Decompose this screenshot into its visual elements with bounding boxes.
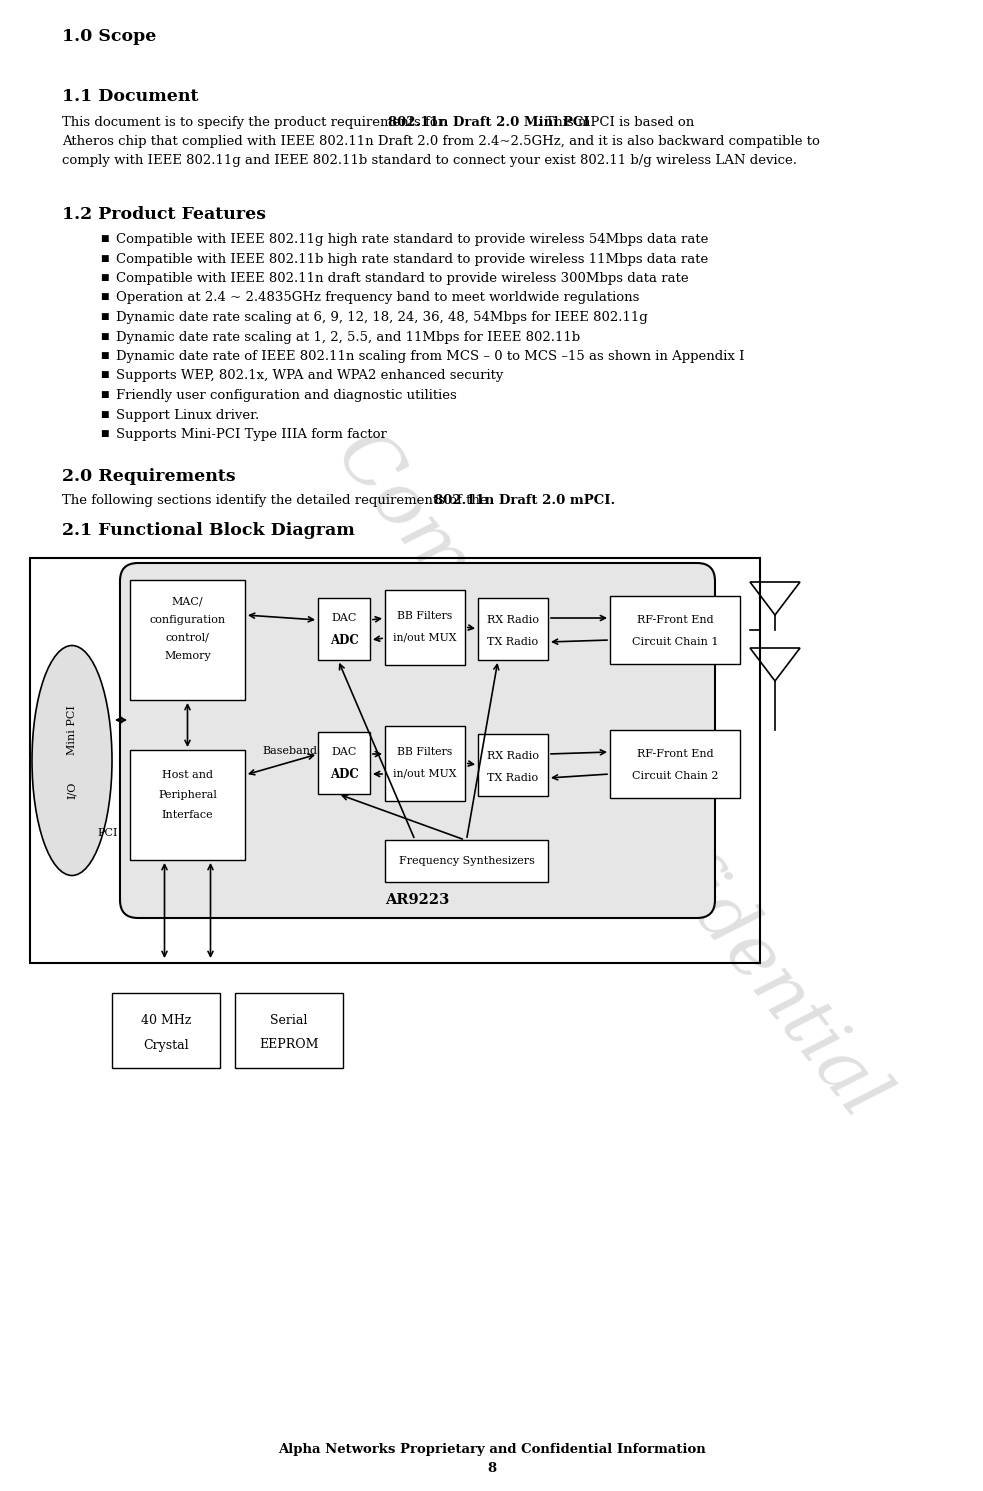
Text: Mini PCI: Mini PCI [67, 705, 77, 756]
Bar [318, 598, 370, 661]
Text: Frequency Synthesizers: Frequency Synthesizers [398, 856, 535, 866]
Text: Interface: Interface [161, 810, 213, 820]
Text: in/out MUX: in/out MUX [393, 634, 457, 643]
Text: 1.0 Scope: 1.0 Scope [62, 28, 156, 45]
Text: BB Filters: BB Filters [397, 611, 452, 620]
Bar [385, 726, 465, 801]
Text: ■: ■ [100, 292, 108, 301]
Text: in/out MUX: in/out MUX [393, 769, 457, 778]
Text: . This mPCI is based on: . This mPCI is based on [537, 116, 694, 130]
Text: EEPROM: EEPROM [260, 1039, 318, 1051]
Text: Crystal: Crystal [144, 1039, 189, 1051]
Text: Compatible with IEEE 802.11g high rate standard to provide wireless 54Mbps data : Compatible with IEEE 802.11g high rate s… [116, 233, 709, 246]
Text: 2.1 Functional Block Diagram: 2.1 Functional Block Diagram [62, 522, 355, 540]
Text: 1.1 Document: 1.1 Document [62, 88, 199, 104]
Text: MAC/: MAC/ [172, 596, 203, 607]
Text: Support Linux driver.: Support Linux driver. [116, 409, 260, 422]
Text: PCI: PCI [97, 829, 118, 838]
Text: ■: ■ [100, 234, 108, 243]
Text: Alpha Networks Proprietary and Confidential Information: Alpha Networks Proprietary and Confident… [277, 1442, 706, 1455]
Text: 802.11n Draft 2.0 Mini PCI: 802.11n Draft 2.0 Mini PCI [388, 116, 590, 130]
Text: 1.2 Product Features: 1.2 Product Features [62, 206, 266, 224]
Text: Company Confidential: Company Confidential [319, 419, 899, 1132]
Text: ■: ■ [100, 410, 108, 419]
Bar [610, 731, 740, 798]
Text: 2.0 Requirements: 2.0 Requirements [62, 468, 236, 485]
Text: Compatible with IEEE 802.11n draft standard to provide wireless 300Mbps data rat: Compatible with IEEE 802.11n draft stand… [116, 271, 689, 285]
Bar [130, 750, 245, 860]
Text: ■: ■ [100, 350, 108, 359]
Text: Serial: Serial [270, 1014, 308, 1027]
Text: Host and: Host and [162, 769, 213, 780]
Bar [385, 839, 548, 883]
Text: Memory: Memory [164, 652, 211, 661]
Text: Circuit Chain 2: Circuit Chain 2 [632, 771, 719, 781]
Bar [130, 580, 245, 699]
Text: Baseband: Baseband [262, 746, 318, 756]
Text: configuration: configuration [149, 614, 225, 625]
Text: control/: control/ [165, 634, 209, 643]
Text: ADC: ADC [329, 634, 359, 647]
Text: 802.11n Draft 2.0 mPCI.: 802.11n Draft 2.0 mPCI. [434, 494, 615, 507]
Text: ■: ■ [100, 273, 108, 282]
Text: comply with IEEE 802.11g and IEEE 802.11b standard to connect your exist 802.11 : comply with IEEE 802.11g and IEEE 802.11… [62, 154, 797, 167]
Bar [318, 732, 370, 795]
Text: RX Radio: RX Radio [487, 614, 539, 625]
Text: AR9223: AR9223 [385, 893, 449, 907]
Text: RX Radio: RX Radio [487, 751, 539, 760]
Text: This document is to specify the product requirements for: This document is to specify the product … [62, 116, 448, 130]
FancyBboxPatch shape [120, 564, 715, 918]
Text: BB Filters: BB Filters [397, 747, 452, 757]
Text: TX Radio: TX Radio [488, 637, 539, 647]
Text: ■: ■ [100, 370, 108, 380]
Text: 40 MHz: 40 MHz [141, 1014, 191, 1027]
Bar [478, 734, 548, 796]
Text: ■: ■ [100, 253, 108, 262]
Text: Circuit Chain 1: Circuit Chain 1 [632, 637, 719, 647]
Text: Friendly user configuration and diagnostic utilities: Friendly user configuration and diagnost… [116, 389, 457, 403]
Text: TX Radio: TX Radio [488, 772, 539, 783]
Bar [478, 598, 548, 661]
Text: ■: ■ [100, 391, 108, 400]
Text: The following sections identify the detailed requirements of the: The following sections identify the deta… [62, 494, 492, 507]
Text: ■: ■ [100, 312, 108, 321]
Text: Supports WEP, 802.1x, WPA and WPA2 enhanced security: Supports WEP, 802.1x, WPA and WPA2 enhan… [116, 370, 503, 383]
Text: DAC: DAC [331, 747, 357, 757]
Text: I/O: I/O [67, 781, 77, 799]
Text: ADC: ADC [329, 768, 359, 780]
Text: ■: ■ [100, 331, 108, 340]
Text: Dynamic date rate scaling at 6, 9, 12, 18, 24, 36, 48, 54Mbps for IEEE 802.11g: Dynamic date rate scaling at 6, 9, 12, 1… [116, 312, 648, 324]
Text: Peripheral: Peripheral [158, 790, 217, 801]
Text: Supports Mini-PCI Type IIIA form factor: Supports Mini-PCI Type IIIA form factor [116, 428, 387, 441]
Text: Compatible with IEEE 802.11b high rate standard to provide wireless 11Mbps data : Compatible with IEEE 802.11b high rate s… [116, 252, 708, 265]
Text: RF-Front End: RF-Front End [637, 614, 714, 625]
Text: Dynamic date rate scaling at 1, 2, 5.5, and 11Mbps for IEEE 802.11b: Dynamic date rate scaling at 1, 2, 5.5, … [116, 331, 580, 343]
Text: 8: 8 [487, 1463, 496, 1476]
Text: DAC: DAC [331, 613, 357, 623]
Bar [30, 558, 760, 963]
Text: RF-Front End: RF-Front End [637, 748, 714, 759]
Ellipse shape [32, 646, 112, 875]
Text: Atheros chip that complied with IEEE 802.11n Draft 2.0 from 2.4~2.5GHz, and it i: Atheros chip that complied with IEEE 802… [62, 136, 820, 148]
Bar [610, 596, 740, 663]
Text: ■: ■ [100, 429, 108, 438]
Text: Operation at 2.4 ~ 2.4835GHz frequency band to meet worldwide regulations: Operation at 2.4 ~ 2.4835GHz frequency b… [116, 292, 639, 304]
Bar [385, 590, 465, 665]
Text: Dynamic date rate of IEEE 802.11n scaling from MCS – 0 to MCS –15 as shown in Ap: Dynamic date rate of IEEE 802.11n scalin… [116, 350, 744, 362]
Bar [112, 993, 220, 1068]
Bar [235, 993, 343, 1068]
